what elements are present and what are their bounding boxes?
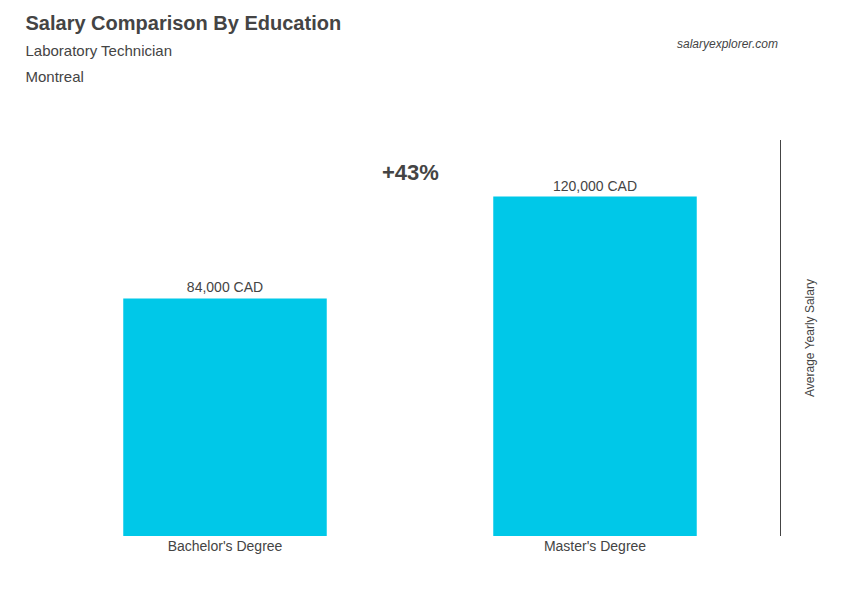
svg-text:Salary Comparison By Education: Salary Comparison By EducationLaboratory… bbox=[26, 12, 342, 85]
svg-text:Master's Degree: Master's Degree bbox=[544, 538, 646, 554]
svg-text:120,000 CAD: 120,000 CAD bbox=[553, 178, 637, 194]
svg-text:Bachelor's Degree: Bachelor's Degree bbox=[168, 538, 283, 554]
svg-text:salaryexplorer.com: salaryexplorer.com bbox=[677, 37, 778, 51]
svg-text:Average Yearly Salary: Average Yearly Salary bbox=[803, 279, 817, 397]
svg-text:+43%: +43% bbox=[382, 160, 439, 185]
svg-text:84,000 CAD: 84,000 CAD bbox=[187, 279, 263, 295]
